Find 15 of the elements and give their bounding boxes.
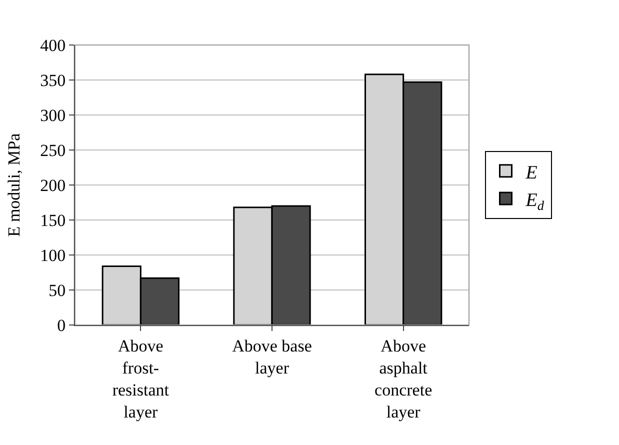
x-tick-label: Above asphalt concrete layer [374,336,432,422]
y-tick-label: 100 [40,246,66,265]
y-tick-label: 400 [40,36,66,55]
y-axis-title: E moduli, MPa [4,132,24,237]
y-tick-label: 0 [57,316,66,335]
legend-label: E$_{d}$ [524,190,544,213]
y-tick-label: 150 [40,210,66,230]
y-tick-label: 250 [40,140,66,160]
y-tick-label: 300 [40,106,66,125]
x-tick-label: Above frost- resistant layer [112,336,170,422]
y-tick-label: 200 [40,176,66,195]
x-tick-label: Above base layer [232,336,312,378]
legend-label: E [524,162,538,184]
y-tick-label: 350 [40,70,66,90]
y-tick-label: 50 [48,280,66,300]
